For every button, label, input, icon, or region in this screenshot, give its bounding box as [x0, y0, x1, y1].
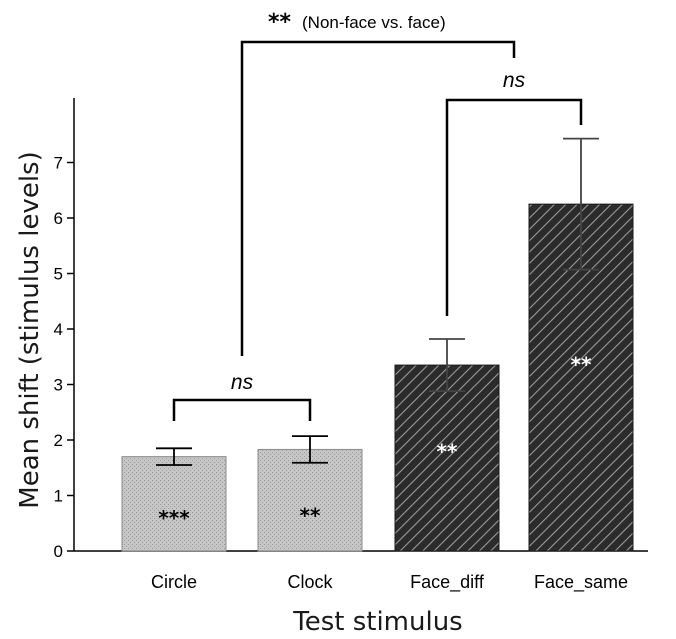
bars [121, 203, 634, 552]
y-tick-label: 1 [54, 487, 63, 506]
y-tick-label: 2 [54, 431, 63, 450]
x-tick-label: Circle [151, 572, 197, 592]
error-bar [292, 435, 328, 464]
y-tick-label: 3 [54, 376, 63, 395]
x-axis-title: Test stimulus [292, 607, 462, 637]
y-tick-label: 5 [54, 265, 63, 284]
bar-circle [121, 456, 227, 552]
bracket-nonface-vs-face-label: (Non-face vs. face) [302, 13, 446, 32]
y-tick-label: 0 [54, 542, 63, 561]
bar-significance-stars: *** [158, 506, 190, 530]
error-bar [156, 447, 192, 466]
comparison-brackets: ns ns ** (Non-face vs. face) [172, 10, 583, 421]
y-ticks: 0 1 2 3 4 5 6 7 [54, 154, 74, 561]
bracket-face-diff-face-same [445, 98, 583, 316]
error-bar [429, 338, 465, 393]
y-tick-label: 7 [54, 154, 63, 173]
significance-stars: *** ****** [158, 353, 592, 530]
bar-face-diff [394, 364, 500, 552]
bar-significance-stars: ** [437, 440, 458, 464]
error-bars [156, 137, 599, 466]
bar-clock [257, 448, 363, 552]
bracket-circle-clock [172, 398, 312, 421]
bracket-circle-clock-label: ns [231, 371, 254, 394]
y-tick-label: 6 [54, 209, 63, 228]
y-tick-label: 4 [54, 320, 63, 339]
bracket-face-diff-face-same-label: ns [503, 69, 526, 92]
x-tick-label: Clock [287, 572, 333, 592]
bracket-nonface-vs-face [240, 40, 516, 356]
bar-significance-stars: ** [300, 503, 321, 527]
bracket-nonface-vs-face-stars: ** [268, 10, 292, 35]
y-axis-title: Mean shift (stimulus levels) [15, 151, 45, 508]
bar-significance-stars: ** [571, 353, 592, 377]
error-bar [563, 137, 599, 271]
x-tick-label: Face_diff [410, 572, 485, 593]
category-labels: Circle Clock Face_diff Face_same [151, 572, 628, 593]
x-tick-label: Face_same [534, 572, 628, 593]
